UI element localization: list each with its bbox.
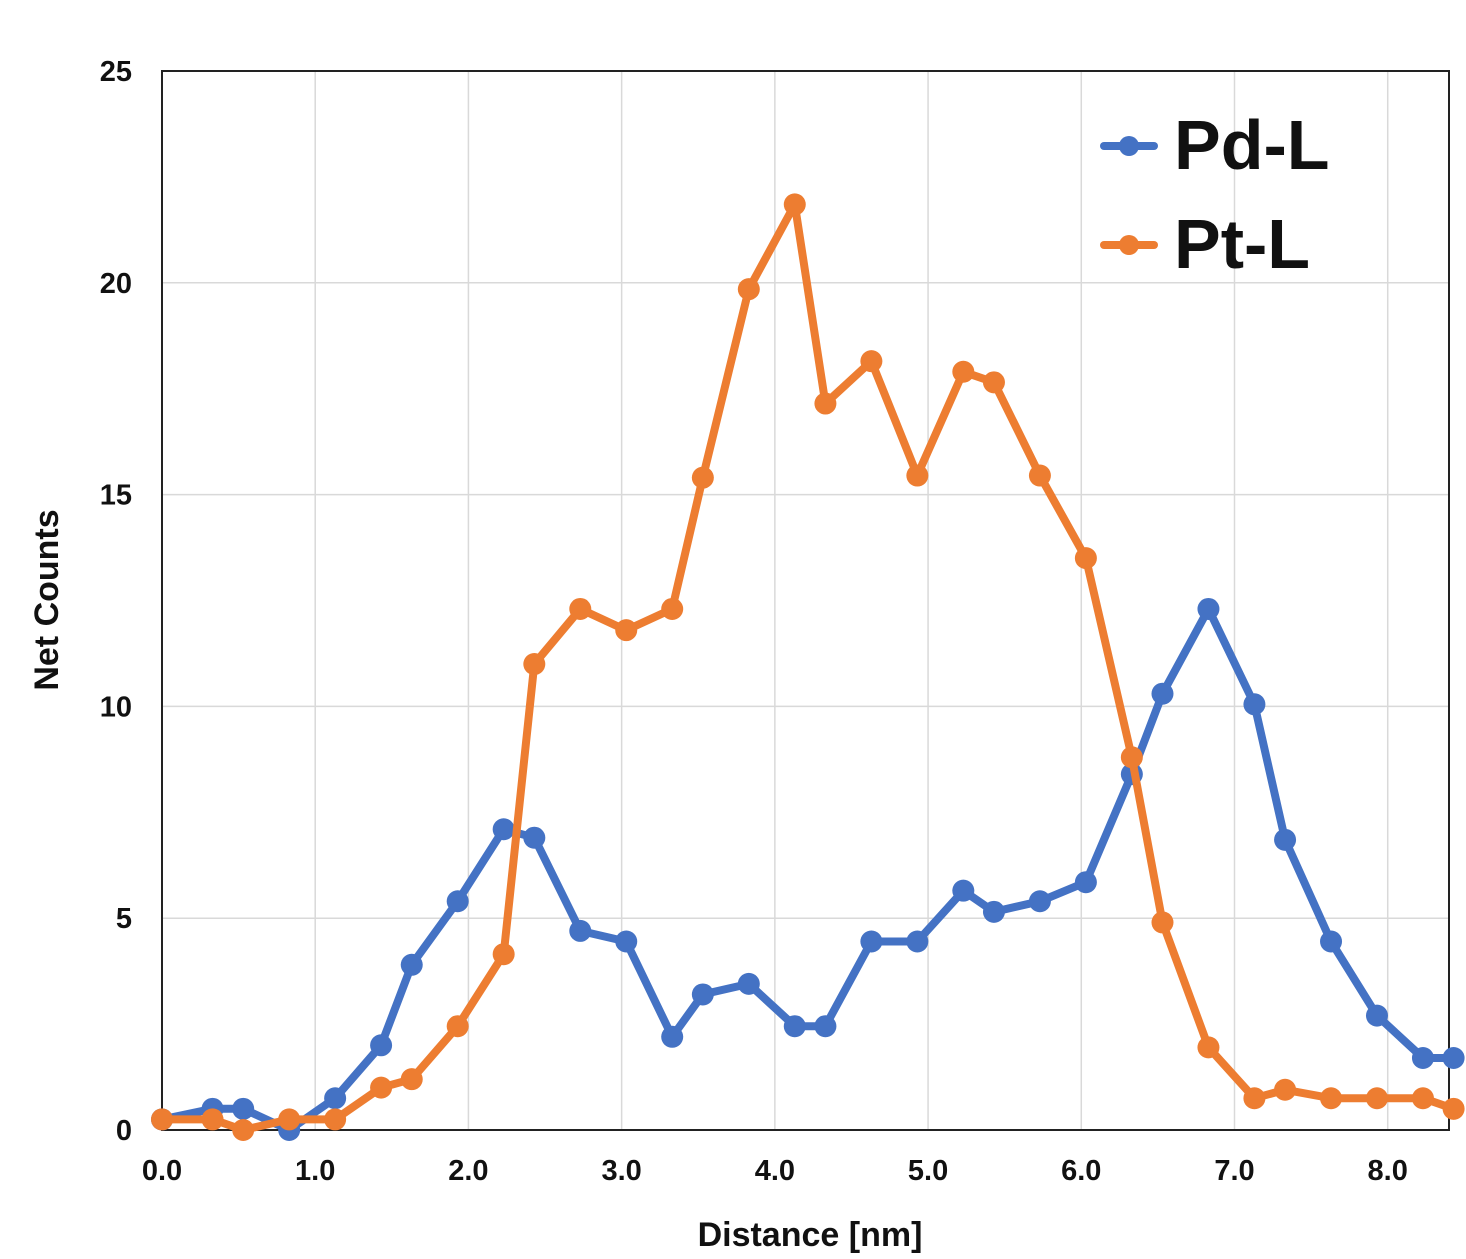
data-point-pt-l <box>1442 1097 1465 1120</box>
data-point-pd-l <box>661 1025 684 1048</box>
data-point-pd-l <box>492 818 515 841</box>
data-point-pd-l <box>982 900 1005 923</box>
series-pt-l <box>151 193 1465 1141</box>
data-point-pd-l <box>615 930 638 953</box>
tick-labels: 0.0 1.0 2.0 3.0 4.0 5.0 6.0 7.0 8.0 0 5 10 15 20 25 <box>100 56 1408 1187</box>
data-point-pt-l <box>1120 746 1143 769</box>
data-point-pt-l <box>492 943 515 966</box>
data-point-pt-l <box>661 597 684 620</box>
legend: Pd-L Pt-L <box>1100 106 1330 283</box>
y-tick-label: 15 <box>100 480 132 512</box>
data-point-pt-l <box>737 278 760 301</box>
y-tick-label: 25 <box>100 56 132 88</box>
data-point-pd-l <box>952 879 975 902</box>
data-point-pt-l <box>691 466 714 489</box>
data-point-pt-l <box>860 350 883 373</box>
x-tick-label: 4.0 <box>755 1155 795 1187</box>
data-point-pt-l <box>151 1108 173 1131</box>
data-point-pt-l <box>1074 547 1097 570</box>
data-point-pt-l <box>952 360 975 383</box>
series-line-pt-l <box>158 200 1458 1134</box>
data-point-pd-l <box>691 983 714 1006</box>
data-point-pd-l <box>1274 828 1297 851</box>
data-point-pt-l <box>523 653 546 676</box>
y-tick-label: 0 <box>116 1115 132 1147</box>
legend-swatch-marker-pt-l <box>1119 235 1139 255</box>
data-point-pt-l <box>1197 1036 1220 1059</box>
data-point-pd-l <box>400 953 423 976</box>
data-point-pd-l <box>523 826 546 849</box>
data-point-pd-l <box>1074 871 1097 894</box>
data-point-pt-l <box>278 1108 301 1131</box>
data-point-pd-l <box>446 890 469 913</box>
data-point-pt-l <box>1274 1078 1297 1101</box>
legend-swatch-marker-pd-l <box>1119 136 1139 156</box>
data-point-pd-l <box>1197 597 1220 620</box>
y-tick-label: 10 <box>100 691 132 723</box>
x-tick-label: 8.0 <box>1368 1155 1408 1187</box>
data-point-pt-l <box>814 392 837 415</box>
x-tick-label: 3.0 <box>601 1155 641 1187</box>
data-point-pd-l <box>860 930 883 953</box>
x-tick-label: 5.0 <box>908 1155 948 1187</box>
series-layer <box>151 193 1465 1141</box>
data-point-pd-l <box>1151 682 1174 705</box>
data-point-pd-l <box>1411 1046 1434 1069</box>
legend-label-pt-l: Pt-L <box>1174 205 1310 283</box>
data-point-pt-l <box>783 193 806 216</box>
data-point-pt-l <box>446 1015 469 1038</box>
data-point-pt-l <box>324 1108 347 1131</box>
plot-area-border <box>161 70 1450 1131</box>
x-tick-label: 7.0 <box>1214 1155 1254 1187</box>
data-point-pd-l <box>1243 693 1266 716</box>
data-point-pt-l <box>615 619 638 642</box>
data-point-pt-l <box>569 597 592 620</box>
data-point-pd-l <box>1442 1046 1465 1069</box>
data-point-pd-l <box>814 1015 837 1038</box>
series-line-pd-l <box>158 605 1458 1134</box>
data-point-pt-l <box>1411 1087 1434 1110</box>
data-point-pt-l <box>1365 1087 1388 1110</box>
data-point-pd-l <box>370 1034 393 1057</box>
data-point-pt-l <box>1320 1087 1343 1110</box>
series-pd-l <box>151 597 1465 1141</box>
data-point-pd-l <box>324 1087 347 1110</box>
x-axis-title: Distance [nm] <box>698 1216 923 1254</box>
data-point-pt-l <box>370 1076 393 1099</box>
x-tick-label: 6.0 <box>1061 1155 1101 1187</box>
x-tick-label: 0.0 <box>142 1155 182 1187</box>
data-point-pt-l <box>1028 464 1051 487</box>
data-point-pt-l <box>982 371 1005 394</box>
data-point-pd-l <box>1028 890 1051 913</box>
data-point-pd-l <box>783 1015 806 1038</box>
data-point-pd-l <box>232 1097 255 1120</box>
y-axis-title: Net Counts <box>28 509 66 690</box>
data-point-pt-l <box>906 464 929 487</box>
legend-entry-pd-l: Pd-L <box>1100 106 1330 184</box>
data-point-pd-l <box>1320 930 1343 953</box>
data-point-pd-l <box>1365 1004 1388 1027</box>
data-point-pt-l <box>201 1108 224 1131</box>
data-point-pt-l <box>232 1119 255 1141</box>
x-tick-label: 1.0 <box>295 1155 335 1187</box>
y-tick-label: 20 <box>100 268 132 300</box>
x-tick-label: 2.0 <box>448 1155 488 1187</box>
data-point-pt-l <box>1151 911 1174 934</box>
y-tick-label: 5 <box>116 903 132 935</box>
data-point-pd-l <box>737 972 760 995</box>
legend-entry-pt-l: Pt-L <box>1100 205 1310 283</box>
data-point-pd-l <box>906 930 929 953</box>
data-point-pt-l <box>1243 1087 1266 1110</box>
data-point-pd-l <box>569 919 592 942</box>
legend-label-pd-l: Pd-L <box>1174 106 1330 184</box>
data-point-pt-l <box>400 1068 423 1091</box>
